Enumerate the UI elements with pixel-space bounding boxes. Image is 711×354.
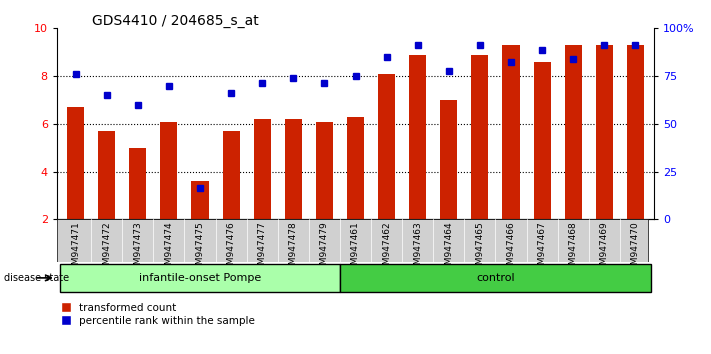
Text: disease state: disease state [4,273,69,283]
Bar [316,121,333,219]
Bar [471,55,488,219]
Text: GSM947468: GSM947468 [569,222,578,276]
Bar [254,119,271,219]
Text: GSM947469: GSM947469 [600,222,609,276]
Bar [533,62,551,219]
Bar [60,263,340,292]
Text: GSM947474: GSM947474 [164,222,173,276]
Text: GDS4410 / 204685_s_at: GDS4410 / 204685_s_at [92,14,260,28]
Bar [565,45,582,219]
Bar [409,55,427,219]
Bar [67,107,84,219]
Bar [129,148,146,219]
Text: GSM947477: GSM947477 [257,222,267,276]
Text: infantile-onset Pompe: infantile-onset Pompe [139,273,261,283]
Text: GSM947472: GSM947472 [102,222,111,276]
Text: GSM947479: GSM947479 [320,222,329,276]
Bar [160,121,178,219]
Bar [223,131,240,219]
Text: GSM947478: GSM947478 [289,222,298,276]
Bar [347,117,364,219]
Legend: transformed count, percentile rank within the sample: transformed count, percentile rank withi… [62,303,255,326]
Text: GSM947465: GSM947465 [476,222,484,276]
Text: GSM947476: GSM947476 [227,222,235,276]
Bar [378,74,395,219]
Text: GSM947461: GSM947461 [351,222,360,276]
Text: control: control [476,273,515,283]
Text: GSM947463: GSM947463 [413,222,422,276]
Text: GSM947467: GSM947467 [538,222,547,276]
Bar [340,263,651,292]
Text: GSM947462: GSM947462 [382,222,391,276]
Text: GSM947473: GSM947473 [133,222,142,276]
Text: GSM947475: GSM947475 [196,222,205,276]
Bar [627,45,644,219]
Bar [440,100,457,219]
Bar [98,131,115,219]
Text: GSM947471: GSM947471 [71,222,80,276]
Text: GSM947464: GSM947464 [444,222,454,276]
Text: GSM947466: GSM947466 [506,222,515,276]
Bar [596,45,613,219]
Bar [284,119,302,219]
Bar [503,45,520,219]
Text: GSM947470: GSM947470 [631,222,640,276]
Bar [191,181,208,219]
